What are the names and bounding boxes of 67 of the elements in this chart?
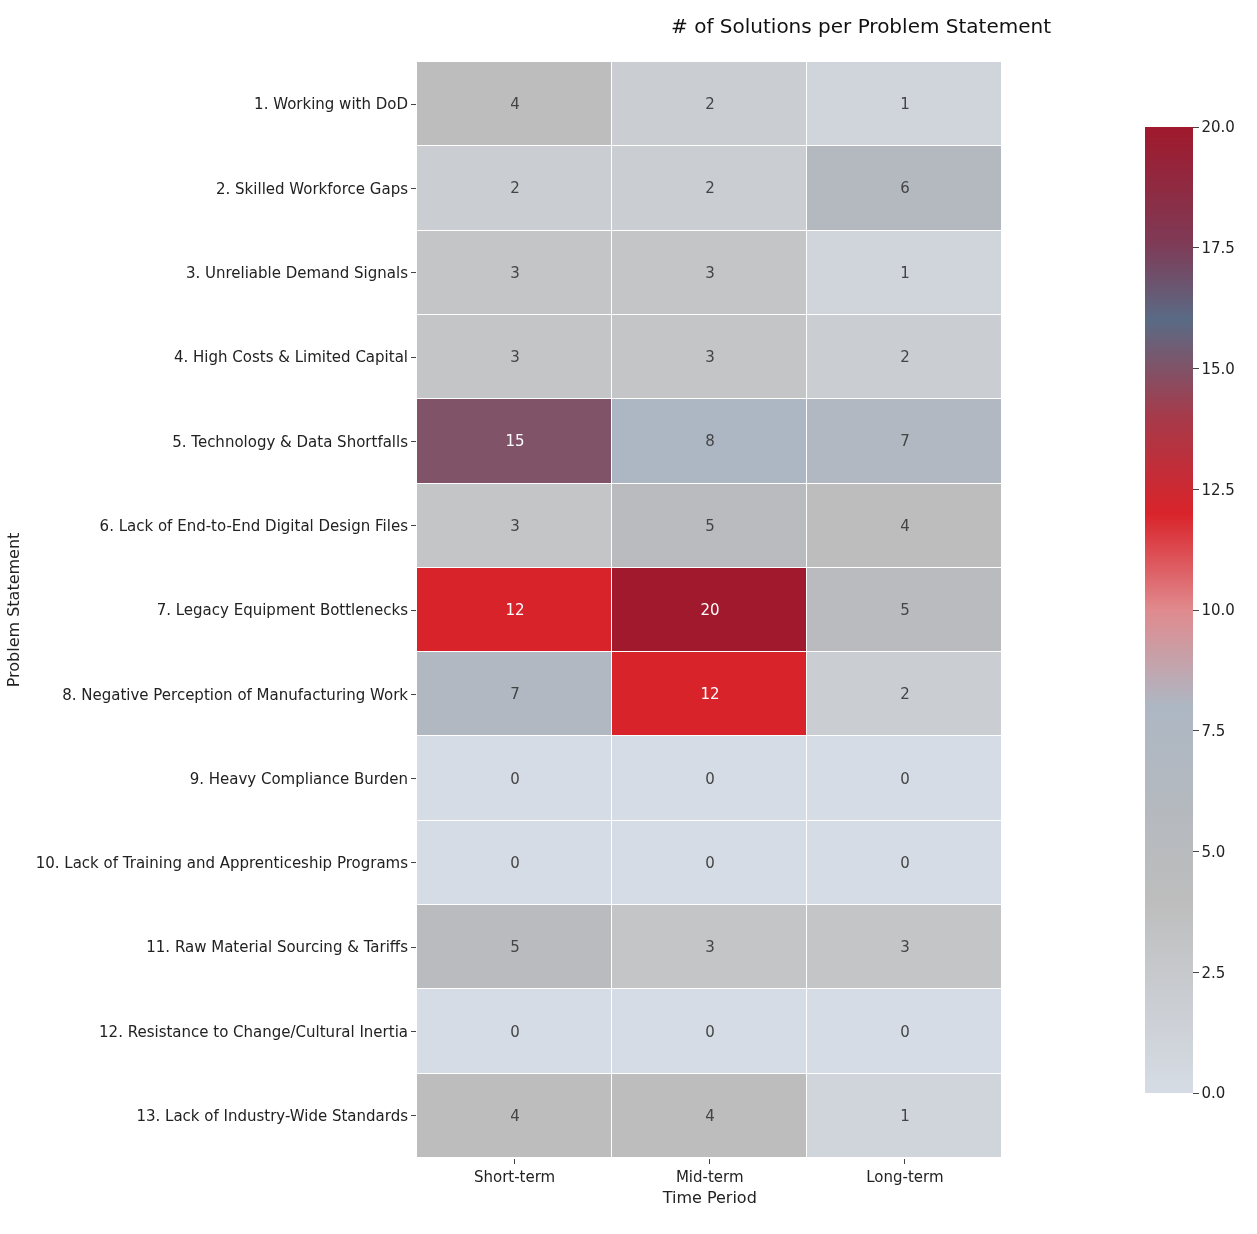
- y-tick-label: 8. Negative Perception of Manufacturing Work: [62, 685, 409, 704]
- data-label: 3: [705, 348, 715, 367]
- color-bar-label: 17.5: [1201, 239, 1235, 257]
- data-label: 15: [505, 432, 525, 451]
- data-label: 3: [510, 348, 520, 367]
- color-bar-label: 20.0: [1201, 118, 1235, 137]
- y-tick-label: 1. Working with DoD: [254, 95, 408, 114]
- data-label: 6: [900, 179, 910, 198]
- color-bar-label: 5.0: [1201, 842, 1226, 861]
- data-label: 2: [900, 685, 910, 704]
- data-label: 12: [700, 685, 720, 704]
- data-label: 1: [900, 1107, 910, 1126]
- data-label: 7: [510, 685, 520, 704]
- data-label: 0: [900, 854, 910, 873]
- data-label: 20: [700, 601, 720, 620]
- x-tick-label: Mid-term: [675, 1168, 744, 1186]
- data-label: 0: [705, 1023, 715, 1042]
- y-tick-label: 11. Raw Material Sourcing & Tariffs: [146, 938, 409, 957]
- data-label: 0: [510, 770, 520, 789]
- color-bar-label: 10.0: [1201, 601, 1235, 620]
- data-label: 4: [900, 517, 910, 536]
- y-tick-label: 6. Lack of End-to-End Digital Design Files: [99, 516, 409, 535]
- data-label: 3: [510, 517, 520, 536]
- chart-title: # of Solutions per Problem Statement: [671, 13, 1052, 38]
- data-label: 3: [510, 264, 520, 283]
- color-bar-label: 12.5: [1201, 480, 1235, 499]
- data-label: 12: [505, 601, 525, 620]
- color-bar-label: 15.0: [1201, 359, 1235, 378]
- x-tick-label: Long-term: [866, 1168, 944, 1186]
- color-bar-label: 2.5: [1201, 963, 1226, 982]
- data-label: 1: [900, 264, 910, 283]
- y-axis-title: Problem Statement: [3, 532, 23, 688]
- data-label: 2: [705, 179, 715, 198]
- data-label: 0: [705, 854, 715, 873]
- data-label: 4: [510, 1107, 520, 1126]
- data-label: 4: [705, 1107, 715, 1126]
- y-tick-label: 13. Lack of Industry-Wide Standards: [136, 1107, 409, 1126]
- x-axis-title: Time Period: [661, 1187, 757, 1207]
- data-label: 5: [510, 938, 520, 957]
- data-label: 2: [510, 179, 520, 198]
- data-label: 3: [705, 264, 715, 283]
- y-tick-label: 2. Skilled Workforce Gaps: [216, 179, 409, 198]
- data-label: 4: [510, 95, 520, 114]
- data-label: 3: [705, 938, 715, 957]
- color-bar-label: 0.0: [1201, 1084, 1226, 1103]
- y-tick-label: 4. High Costs & Limited Capital: [173, 348, 408, 367]
- data-label: 8: [705, 432, 715, 451]
- data-label: 5: [705, 517, 715, 536]
- color-bar-label: 7.5: [1201, 722, 1226, 740]
- y-tick-label: 7. Legacy Equipment Bottlenecks: [156, 601, 409, 620]
- data-label: 5: [900, 601, 910, 620]
- data-label: 0: [510, 854, 520, 873]
- data-label: 0: [510, 1023, 520, 1042]
- data-label: 0: [900, 1023, 910, 1042]
- data-label: 1: [900, 95, 910, 114]
- y-tick-label: 3. Unreliable Demand Signals: [185, 264, 409, 283]
- data-label: 2: [900, 348, 910, 367]
- data-label: 0: [900, 770, 910, 789]
- data-label: 0: [705, 770, 715, 789]
- x-tick-label: Short-term: [473, 1168, 556, 1186]
- data-label: 3: [900, 938, 910, 957]
- y-tick-label: 10. Lack of Training and Apprenticeship Programs: [35, 854, 409, 873]
- y-tick-label: 12. Resistance to Change/Cultural Inertia: [99, 1022, 408, 1041]
- y-tick-label: 9. Heavy Compliance Burden: [189, 769, 408, 788]
- data-label: 2: [705, 95, 715, 114]
- data-label: 7: [900, 432, 910, 451]
- y-tick-label: 5. Technology & Data Shortfalls: [172, 432, 409, 451]
